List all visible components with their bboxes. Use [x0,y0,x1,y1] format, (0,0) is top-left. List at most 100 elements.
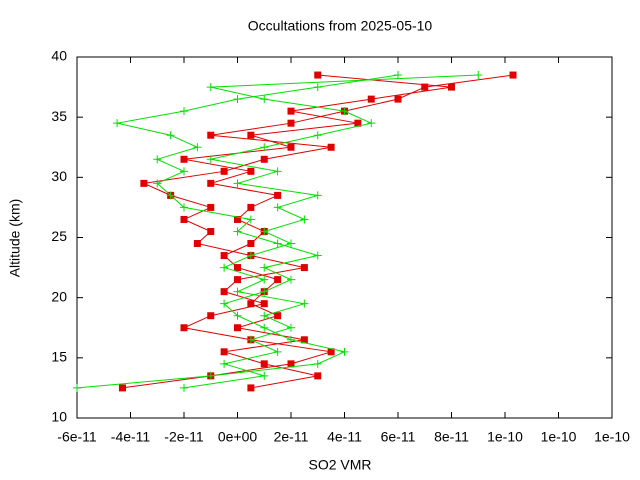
point-marker [118,384,126,392]
point-marker [220,167,228,175]
x-tick-label: 8e-11 [434,429,469,445]
point-marker [340,107,349,116]
point-marker [313,131,322,140]
point-marker [166,191,175,200]
point-marker [207,203,215,211]
point-marker [314,372,322,380]
point-marker [247,384,255,392]
point-marker [234,215,241,223]
point-marker [180,383,188,392]
point-marker [260,300,268,308]
x-tick-label: 2e-11 [274,429,309,445]
x-tick-label: -6e-11 [57,429,97,445]
point-marker [313,359,322,368]
point-marker [287,323,295,332]
point-marker [247,300,255,308]
point-marker [207,131,215,139]
point-marker [166,131,175,140]
point-marker [313,251,322,260]
point-marker [233,227,242,236]
x-tick-label: 1e-10 [541,429,577,445]
point-marker [247,203,255,211]
point-marker [367,119,376,128]
point-marker [246,335,255,344]
point-marker [140,179,148,187]
point-marker [474,71,483,80]
point-marker [180,107,188,116]
point-marker [260,323,269,332]
point-marker [246,215,255,224]
point-marker [260,143,269,152]
point-marker [220,252,228,260]
y-tick-label: 35 [51,108,67,124]
point-marker [220,263,229,272]
y-tick-label: 10 [51,409,67,425]
point-marker [207,312,215,320]
point-marker [260,360,268,368]
point-marker [274,191,282,199]
point-marker [207,227,215,235]
x-tick-label: 4e-11 [327,429,362,445]
point-marker [273,203,282,212]
y-tick-label: 20 [51,288,67,304]
point-marker [287,360,295,368]
point-marker [273,347,282,356]
point-marker [180,203,188,212]
point-marker [367,95,375,103]
point-marker [260,371,269,380]
point-marker [180,155,188,163]
point-marker [354,119,362,127]
point-marker [287,335,295,344]
point-marker [273,239,282,248]
y-axis-label: Altitude (km) [7,199,23,278]
point-marker [260,227,269,236]
point-marker [153,155,162,164]
point-marker [234,324,241,332]
point-marker [274,312,282,320]
point-marker [73,383,81,392]
x-tick-label: 1e-10 [487,429,523,445]
point-marker [260,263,269,272]
point-marker [287,143,295,151]
point-marker [260,287,269,296]
point-marker [394,71,402,80]
point-marker [260,95,269,104]
point-marker [180,215,188,223]
x-tick-label: 6e-11 [381,429,416,445]
point-marker [233,95,242,104]
point-marker [313,191,322,200]
y-tick-label: 25 [51,228,67,244]
y-tick-label: 30 [51,168,67,184]
point-marker [300,215,309,224]
x-tick-label: 1e-10 [594,429,630,445]
point-marker [340,347,349,356]
point-marker [113,119,122,128]
point-marker [233,179,242,188]
point-marker [287,107,295,115]
point-marker [180,167,188,176]
point-marker [273,167,282,176]
point-marker [153,179,162,188]
point-marker [421,83,429,91]
x-tick-label: -4e-11 [111,429,151,445]
point-marker [327,348,335,356]
point-marker [206,155,215,164]
point-marker [247,240,255,248]
x-tick-label: 0e+00 [218,429,258,445]
point-marker [394,95,402,103]
x-tick-label: -2e-11 [164,429,204,445]
point-marker [220,348,228,356]
point-marker [274,276,282,284]
point-marker [287,239,295,248]
point-marker [260,275,269,284]
y-tick-label: 40 [51,48,67,64]
point-marker [314,71,322,79]
point-marker [300,264,308,272]
y-tick-label: 15 [51,349,67,365]
point-marker [313,83,322,92]
point-marker [193,143,202,152]
point-marker [509,71,517,79]
point-marker [287,275,295,284]
point-marker [207,179,215,187]
